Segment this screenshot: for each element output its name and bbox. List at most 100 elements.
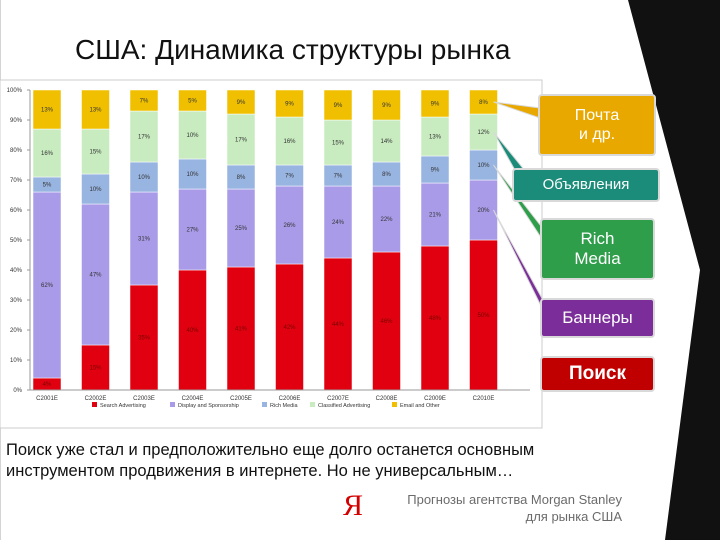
bar-data-label: 42% xyxy=(283,325,296,331)
bar-data-label: 8% xyxy=(479,100,488,106)
bar-data-label: 7% xyxy=(285,174,294,180)
bar-segment xyxy=(226,89,256,115)
x-tick-label: C2005E xyxy=(230,396,252,402)
bar-data-label: 12% xyxy=(477,130,490,136)
bar-segment xyxy=(420,182,450,247)
x-tick-label: C2007E xyxy=(327,396,349,402)
bar-segment xyxy=(129,89,159,112)
bar-segment xyxy=(226,164,256,190)
bar-segment xyxy=(81,173,110,205)
bar-data-label: 13% xyxy=(429,135,442,141)
bar-data-label: 9% xyxy=(431,102,440,108)
bar-data-label: 9% xyxy=(334,103,343,109)
legend-swatch xyxy=(170,402,175,407)
bar-segment xyxy=(32,89,62,130)
legend-swatch xyxy=(310,402,315,407)
legend-label: Email and Other xyxy=(400,403,440,409)
bar-data-label: 5% xyxy=(43,183,52,189)
bar-data-label: 16% xyxy=(283,139,296,145)
bar-segment xyxy=(275,263,304,391)
legend-swatch xyxy=(92,402,97,407)
legend-swatch xyxy=(392,402,397,407)
source-line-1: Прогнозы агентства Morgan Stanley xyxy=(407,492,622,507)
bar-data-label: 46% xyxy=(380,319,393,325)
bar-data-label: 5% xyxy=(188,99,197,105)
x-tick-label: C2009E xyxy=(424,396,446,402)
bar-data-label: 10% xyxy=(186,172,199,178)
bar-data-label: 35% xyxy=(138,336,151,342)
caption: Поиск уже стал и предположительно еще до… xyxy=(6,440,666,482)
bar-data-label: 17% xyxy=(235,138,248,144)
bar-segment xyxy=(323,119,353,166)
x-axis: C2001E C2002E C2003E C2004E C2005E C2006E C200… xyxy=(30,389,530,402)
bar-segment xyxy=(372,119,401,163)
x-tick-label: C2001E xyxy=(36,396,58,402)
bar-data-label: 9% xyxy=(382,103,391,109)
bar-data-label: 62% xyxy=(41,283,54,289)
legend-label: Rich Media xyxy=(270,403,298,409)
legend-label: Classified Advertising xyxy=(318,403,370,409)
slide-title: США: Динамика структуры рынка xyxy=(75,34,511,65)
bar-data-label: 13% xyxy=(41,108,54,114)
bar-data-label: 20% xyxy=(477,208,490,214)
bar-data-label: 14% xyxy=(380,139,393,145)
bar-data-label: 44% xyxy=(332,322,345,328)
bar-data-label: 40% xyxy=(186,328,199,334)
bar-data-label: 10% xyxy=(186,133,199,139)
bar-segment xyxy=(226,188,256,268)
bar-data-label: 24% xyxy=(332,220,345,226)
bar-segment xyxy=(323,185,353,259)
bar-data-label: 25% xyxy=(235,226,248,232)
legend-swatch xyxy=(262,402,267,407)
bar-segment xyxy=(275,89,304,118)
bar-data-label: 7% xyxy=(140,99,149,105)
y-tick-label: 20% xyxy=(10,328,23,334)
y-tick-label: 40% xyxy=(10,268,23,274)
bar-segment xyxy=(420,89,450,118)
x-tick-label: C2008E xyxy=(376,396,398,402)
bar-segment xyxy=(469,89,498,115)
bar-data-label: 9% xyxy=(431,168,440,174)
bar-data-label: 13% xyxy=(89,108,102,114)
bar-segment xyxy=(178,89,207,112)
bar-segment xyxy=(275,116,304,166)
caption-line-1: Поиск уже стал и предположительно еще до… xyxy=(6,441,535,459)
y-tick-label: 70% xyxy=(10,178,23,184)
bar-data-label: 22% xyxy=(380,217,393,223)
bar-segment xyxy=(420,245,450,391)
callout-rich-media: Rich Media xyxy=(540,218,655,280)
bar-segment xyxy=(323,257,353,391)
y-tick-label: 50% xyxy=(10,238,23,244)
bar-segment xyxy=(323,89,353,121)
yandex-logo: Я xyxy=(343,489,364,522)
bar-data-label: 15% xyxy=(332,141,345,147)
bar-data-label: 41% xyxy=(235,327,248,333)
bar-segment xyxy=(178,269,207,391)
bar-segment xyxy=(32,191,62,379)
y-axis: 0% 10% 20% 30% 40% 50% 60% 70% 80% 90% 100% xyxy=(7,88,31,394)
bar-data-label: 10% xyxy=(89,187,102,193)
y-tick-label: 30% xyxy=(10,298,23,304)
bar-data-label: 4% xyxy=(43,382,52,388)
callout-classifieds: Объявления xyxy=(512,168,660,202)
bar-segment xyxy=(81,344,110,391)
bar-segment xyxy=(178,110,207,160)
bar-data-labels: 4% 62% 5% 16% 13% 15% 47% 10% 15% 13% 35% 31% 10% 17%… xyxy=(41,99,490,389)
x-tick-label: C2002E xyxy=(85,396,107,402)
bar-segment xyxy=(178,158,207,190)
bar-segment xyxy=(32,128,62,178)
bar-segment xyxy=(275,185,304,265)
bar-data-label: 16% xyxy=(41,151,54,157)
bars xyxy=(32,89,498,391)
bar-segment xyxy=(372,185,401,253)
callout-search: Поиск xyxy=(540,356,655,392)
x-tick-label: C2003E xyxy=(133,396,155,402)
bar-data-label: 10% xyxy=(477,163,490,169)
bar-segment xyxy=(226,266,256,391)
caption-line-2: инструментом продвижения в интернете. Но… xyxy=(6,462,514,480)
bar-data-label: 8% xyxy=(382,172,391,178)
bar-data-label: 26% xyxy=(283,223,296,229)
bar-data-label: 8% xyxy=(237,175,246,181)
x-tick-label: C2010E xyxy=(473,396,495,402)
